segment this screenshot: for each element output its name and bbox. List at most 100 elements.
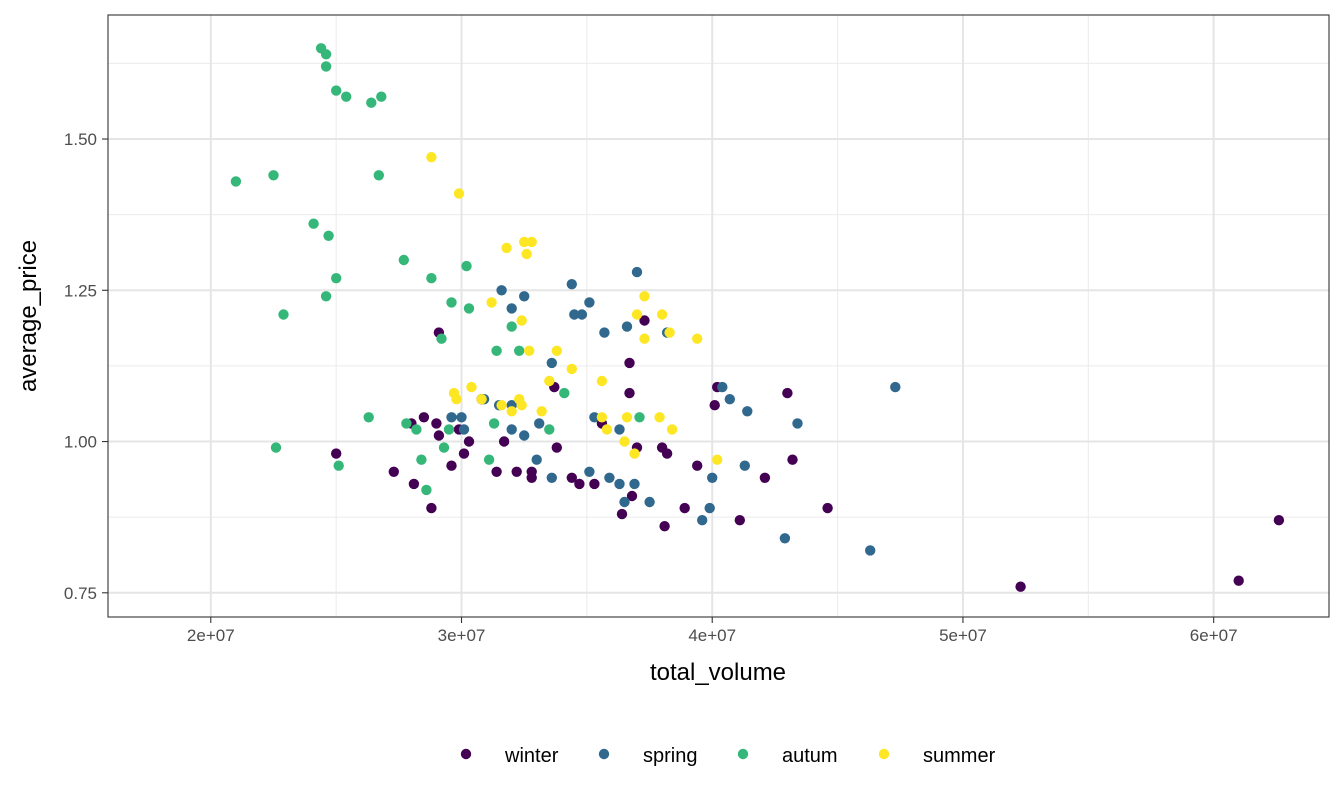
data-point-autum bbox=[463, 303, 475, 314]
data-point-autum bbox=[634, 412, 645, 423]
data-point-spring bbox=[644, 496, 655, 508]
data-point-summer bbox=[466, 381, 477, 393]
data-point-spring bbox=[589, 412, 600, 423]
data-point-summer bbox=[666, 424, 678, 435]
data-point-winter bbox=[626, 490, 638, 502]
y-tick-label: 0.75 bbox=[64, 584, 97, 603]
x-tick-label: 6e+07 bbox=[1190, 626, 1238, 645]
data-point-spring bbox=[599, 327, 610, 338]
data-point-autum bbox=[320, 291, 332, 302]
plot-panel bbox=[108, 15, 1329, 617]
data-point-spring bbox=[890, 381, 901, 393]
data-point-spring bbox=[717, 381, 728, 393]
data-point-summer bbox=[621, 412, 633, 423]
data-point-summer bbox=[639, 333, 650, 344]
data-point-winter bbox=[589, 478, 600, 490]
data-point-spring bbox=[724, 394, 735, 405]
legend-label-winter: winter bbox=[504, 745, 559, 767]
data-point-winter bbox=[709, 400, 720, 411]
data-point-winter bbox=[431, 418, 442, 429]
data-point-spring bbox=[584, 466, 595, 477]
data-point-winter bbox=[418, 412, 430, 423]
data-point-winter bbox=[574, 478, 585, 490]
data-point-autum bbox=[320, 49, 332, 60]
data-point-winter bbox=[1015, 581, 1026, 592]
data-point-autum bbox=[331, 85, 342, 96]
data-point-spring bbox=[779, 533, 791, 544]
data-point-autum bbox=[373, 170, 384, 181]
data-point-summer bbox=[496, 400, 507, 411]
data-point-summer bbox=[426, 152, 437, 163]
data-point-autum bbox=[278, 309, 289, 320]
data-point-summer bbox=[544, 375, 555, 387]
data-points bbox=[230, 43, 1285, 592]
legend-item-autum: autum bbox=[737, 745, 838, 767]
data-point-spring bbox=[707, 472, 718, 483]
data-point-autum bbox=[446, 297, 457, 308]
data-point-winter bbox=[661, 448, 673, 459]
data-point-spring bbox=[546, 472, 557, 483]
data-point-spring bbox=[446, 412, 457, 423]
data-point-spring bbox=[496, 285, 507, 296]
data-point-summer bbox=[516, 315, 527, 326]
data-point-autum bbox=[443, 424, 455, 435]
x-tick-label: 3e+07 bbox=[438, 626, 486, 645]
plot-border bbox=[107, 14, 1330, 618]
series-summer bbox=[426, 152, 723, 465]
data-point-spring bbox=[704, 502, 715, 514]
data-point-spring bbox=[531, 454, 542, 465]
data-point-summer bbox=[519, 236, 530, 248]
data-point-spring bbox=[604, 472, 615, 483]
data-point-spring bbox=[739, 460, 750, 471]
data-point-winter bbox=[1273, 515, 1285, 526]
data-point-autum bbox=[331, 273, 342, 284]
data-point-winter bbox=[624, 387, 635, 399]
data-point-autum bbox=[461, 260, 472, 272]
data-point-autum bbox=[426, 273, 437, 284]
data-point-autum bbox=[341, 91, 352, 102]
data-point-summer bbox=[524, 345, 535, 356]
data-point-autum bbox=[376, 91, 387, 102]
legend-key-autum bbox=[737, 748, 749, 760]
data-point-summer bbox=[451, 394, 462, 405]
data-point-autum bbox=[506, 321, 517, 332]
data-point-autum bbox=[416, 454, 427, 465]
data-point-winter bbox=[446, 460, 457, 471]
y-tick-label: 1.00 bbox=[64, 433, 97, 452]
data-point-spring bbox=[619, 496, 630, 508]
legend-item-summer: summer bbox=[878, 745, 996, 767]
legend-key-summer bbox=[878, 748, 890, 760]
data-point-spring bbox=[629, 478, 640, 490]
data-point-spring bbox=[456, 412, 467, 423]
data-point-spring bbox=[519, 430, 530, 441]
data-point-winter bbox=[551, 442, 562, 453]
data-point-winter bbox=[491, 466, 502, 477]
legend-label-summer: summer bbox=[923, 745, 996, 767]
data-point-winter bbox=[526, 472, 537, 483]
data-point-winter bbox=[498, 436, 510, 447]
data-point-summer bbox=[526, 236, 537, 248]
data-point-spring bbox=[534, 418, 545, 429]
series-autum bbox=[230, 43, 645, 496]
y-tick-label: 1.25 bbox=[64, 281, 97, 300]
data-point-spring bbox=[458, 424, 470, 435]
series-spring bbox=[446, 266, 901, 556]
data-point-summer bbox=[501, 242, 512, 254]
major-gridlines bbox=[108, 15, 1329, 617]
data-point-summer bbox=[536, 406, 547, 417]
data-point-winter bbox=[679, 502, 690, 514]
data-point-spring bbox=[792, 418, 803, 429]
data-point-autum bbox=[559, 387, 570, 399]
data-point-summer bbox=[664, 327, 675, 338]
legend-label-autum: autum bbox=[782, 745, 838, 767]
data-point-autum bbox=[491, 345, 502, 356]
legend: winter spring autum summer bbox=[460, 745, 996, 767]
data-point-summer bbox=[596, 375, 608, 387]
data-point-autum bbox=[363, 412, 374, 423]
data-point-summer bbox=[631, 309, 643, 320]
data-point-autum bbox=[333, 460, 344, 471]
data-point-winter bbox=[659, 521, 670, 532]
data-point-spring bbox=[569, 309, 580, 320]
data-point-summer bbox=[629, 448, 640, 459]
